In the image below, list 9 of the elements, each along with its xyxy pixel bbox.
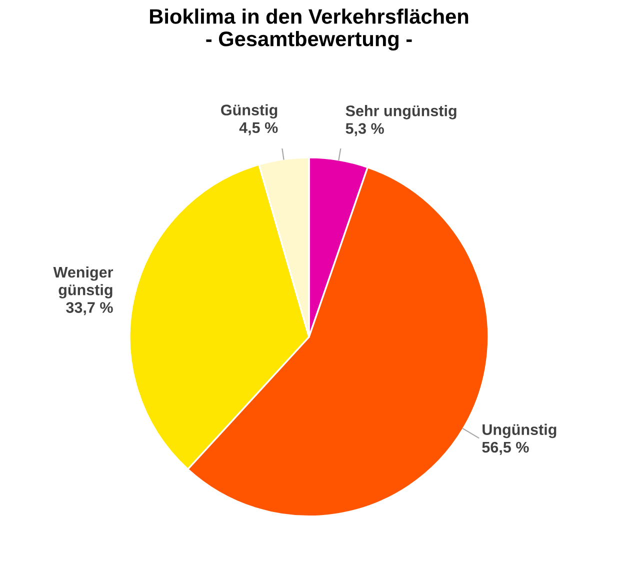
data-label: 56,5 % (482, 442, 529, 455)
data-label: 5,3 % (346, 123, 384, 136)
data-label: 4,5 % (239, 122, 278, 136)
slice-label: Ungünstig (482, 424, 556, 438)
slice-label: Sehr ungünstig (346, 105, 456, 120)
data-label: 33,7 % (66, 302, 113, 316)
slice-label: Weniger günstig (53, 266, 114, 298)
chart-title: Bioklima in den Verkehrsflächen - Gesamtbewertung - (150, 8, 468, 51)
slice-label: Günstig (221, 104, 278, 119)
